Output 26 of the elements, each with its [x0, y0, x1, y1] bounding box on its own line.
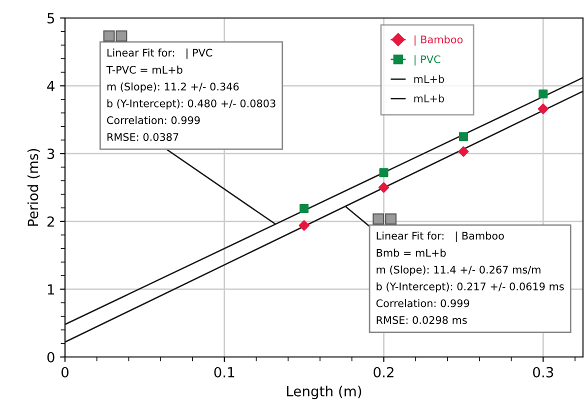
x-tick-label: 0.2 [374, 366, 394, 378]
point [300, 204, 309, 214]
y-axis-title: Period (ms) [27, 149, 40, 226]
point [458, 146, 469, 157]
point [538, 89, 548, 98]
annotation: Linear Fit for: | PVC T-PVC = mL+b m (Slope): 11.2 +/- 0.346 b (Y-Intercept): 0.480 +/- 0.0803 Correlation: 0.999 RMSE: 0.0387 [106, 48, 276, 141]
point [379, 168, 388, 178]
y-tick-label: 1 [48, 284, 54, 294]
point [298, 220, 310, 231]
y-tick-label: 3 [48, 148, 54, 160]
legend-label: mL+b [414, 94, 444, 102]
y-tick-label: 5 [48, 13, 54, 24]
y-tick-label: 0 [47, 352, 54, 362]
x-tick-label: 0.1 [214, 366, 234, 378]
y-tick-label: 4 [47, 80, 54, 92]
x-tick-label: 0 [61, 366, 68, 378]
annotation: Linear Fit for: | Bamboo Bmb = mL+b m (Slope): 11.4 +/- 0.267 ms/m b (Y-Intercept): 0.217 +/- 0.0619 ms Correlation: 0.999 RMSE: 0.0298 ms [376, 232, 564, 324]
point [538, 104, 548, 114]
x-axis-title: Length (m) [287, 386, 362, 400]
legend-label: mL+b [414, 74, 444, 83]
x-tick-label: 0.3 [533, 366, 554, 378]
point [458, 132, 468, 142]
y-tick-label: 2 [47, 216, 54, 227]
legend-label: | PVC [414, 55, 440, 66]
legend-label: | Bamboo [414, 35, 463, 46]
point [378, 182, 390, 193]
